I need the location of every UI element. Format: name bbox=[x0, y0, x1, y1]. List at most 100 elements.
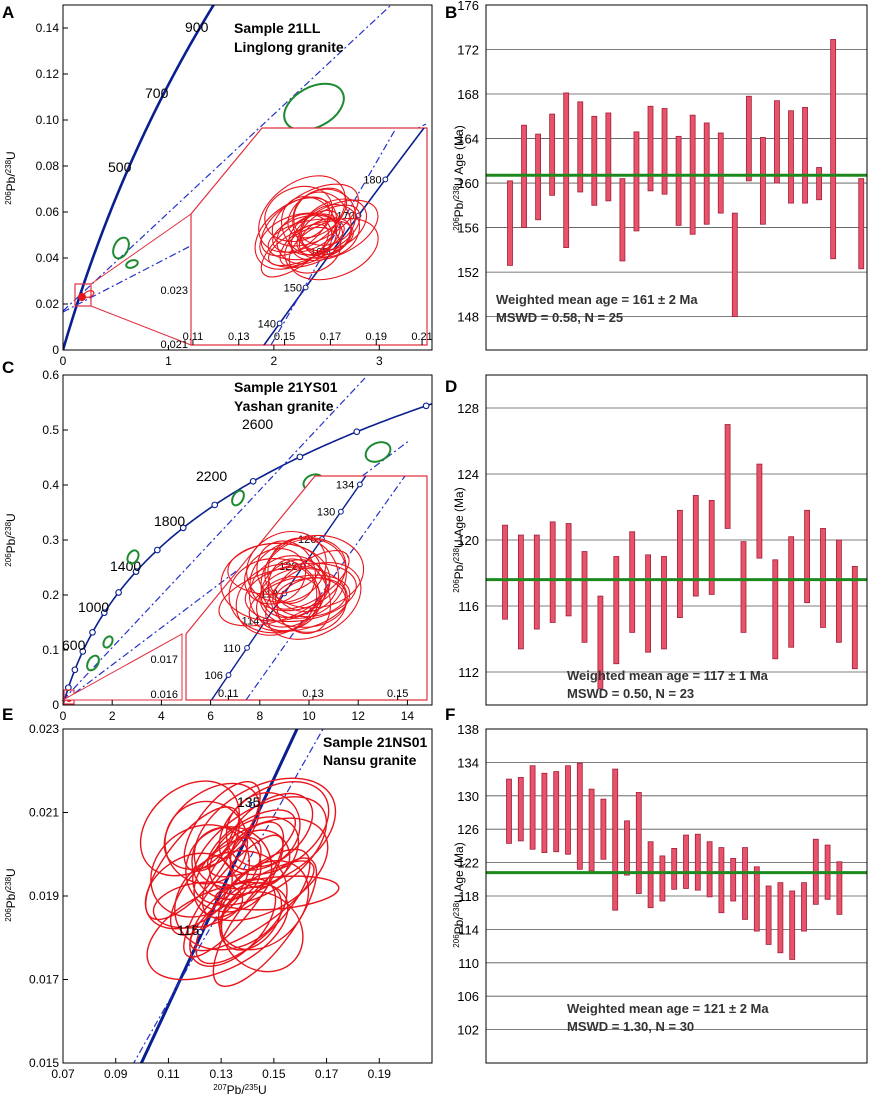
concordia-age-marker bbox=[337, 508, 344, 515]
rock-title: Yashan granite bbox=[234, 398, 334, 414]
sample-title: Sample 21YS01 bbox=[234, 379, 338, 395]
error-ellipse bbox=[227, 792, 314, 871]
inset-x-tick-label: 0.17 bbox=[320, 331, 341, 343]
mswd-text: MSWD = 0.50, N = 23 bbox=[567, 686, 694, 701]
error-ellipse bbox=[267, 558, 332, 634]
axes-frame bbox=[485, 4, 868, 351]
x-tick-label: 0.07 bbox=[51, 1067, 75, 1081]
age-bar bbox=[820, 528, 826, 628]
x-tick-label: 0.11 bbox=[157, 1067, 180, 1081]
error-ellipse bbox=[146, 881, 289, 981]
error-ellipse bbox=[189, 860, 315, 952]
concordia-age-marker bbox=[382, 176, 389, 183]
y-tick-label: 118 bbox=[458, 889, 479, 904]
age-bar bbox=[506, 778, 512, 844]
weighted-mean-text: Weighted mean age = 121 ± 2 Ma bbox=[567, 1001, 769, 1016]
concordia-age-label: 2600 bbox=[242, 416, 273, 432]
error-ellipse bbox=[248, 574, 351, 632]
rock-title: Linglong granite bbox=[234, 39, 344, 55]
error-ellipse bbox=[193, 817, 329, 922]
age-bar bbox=[588, 788, 595, 872]
age-bar bbox=[535, 133, 541, 221]
concordia-age-label: 115 bbox=[177, 922, 200, 938]
age-bar bbox=[502, 524, 508, 620]
age-bar bbox=[635, 792, 642, 894]
error-ellipse bbox=[163, 782, 261, 870]
mswd-text: MSWD = 1.30, N = 30 bbox=[567, 1019, 694, 1034]
age-bar bbox=[706, 841, 713, 898]
error-ellipse bbox=[185, 826, 273, 913]
age-bar bbox=[830, 39, 837, 260]
concordia-age-label: 2200 bbox=[196, 468, 227, 484]
age-bar bbox=[717, 132, 724, 214]
x-tick-label: 0 bbox=[60, 354, 67, 368]
inset-x-tick-label: 0.15 bbox=[274, 331, 295, 343]
error-ellipse bbox=[256, 540, 316, 604]
y-tick-label: 106 bbox=[457, 989, 479, 1004]
y-tick-label: 0.021 bbox=[29, 806, 59, 820]
axes-frame bbox=[485, 728, 868, 1064]
y-axis-label: 206Pb/238U Age (Ma) bbox=[452, 487, 467, 592]
axis-ticks: 0 2 4 6 8 10 12 14 0 0.1 0.2 0.3 0.4 0.5 0.6 bbox=[42, 368, 414, 723]
error-ellipse bbox=[152, 881, 244, 929]
age-bar bbox=[633, 131, 640, 232]
age-bar bbox=[563, 92, 570, 249]
age-bar bbox=[858, 178, 865, 270]
age-bar bbox=[730, 858, 737, 902]
age-bar bbox=[553, 771, 560, 853]
axis-ticks: 0.07 0.09 0.11 0.13 0.15 0.17 0.19 0.015 0.017 0.… bbox=[29, 722, 391, 1081]
error-ellipse bbox=[218, 780, 330, 876]
age-bar bbox=[605, 112, 612, 202]
plot-area: 102 106 110 114 118 122 126 130 134 138 Weighted m… bbox=[457, 722, 867, 1038]
axes-frame bbox=[485, 374, 868, 706]
y-axis-label: 206Pb/238U bbox=[4, 513, 19, 566]
age-bar bbox=[675, 135, 682, 226]
zoom-box bbox=[74, 283, 92, 307]
age-bar bbox=[836, 539, 842, 643]
zoom-connector bbox=[90, 213, 192, 285]
y-tick-label: 0.04 bbox=[36, 251, 60, 265]
age-bar bbox=[661, 108, 668, 195]
concordia-age-marker bbox=[71, 666, 79, 674]
age-bar bbox=[624, 820, 630, 876]
inset-y-tick-label: 0.016 bbox=[150, 689, 178, 701]
error-ellipse bbox=[290, 199, 379, 261]
concordia-age-marker bbox=[100, 609, 108, 617]
age-bar bbox=[517, 777, 524, 842]
error-ellipse bbox=[83, 290, 95, 298]
concordia-age-label: 140 bbox=[258, 318, 276, 330]
y-tick-label: 168 bbox=[457, 87, 479, 102]
discordant-ellipse bbox=[231, 489, 245, 507]
age-bar bbox=[613, 556, 620, 665]
error-ellipse bbox=[214, 875, 340, 911]
x-tick-label: 2 bbox=[109, 709, 116, 723]
x-tick-label: 0.15 bbox=[262, 1067, 286, 1081]
concordia-age-marker bbox=[153, 546, 161, 554]
age-bar bbox=[836, 861, 843, 915]
age-bar bbox=[801, 882, 807, 932]
axis-ticks: 0 1 2 3 0 0.02 0.04 0.06 0.08 0.10 0.12 0.14 bbox=[36, 21, 383, 368]
y-tick-label: 172 bbox=[457, 43, 479, 58]
x-tick-label: 0.17 bbox=[315, 1067, 339, 1081]
error-ellipse bbox=[267, 218, 354, 261]
age-bar bbox=[731, 212, 738, 318]
age-bar bbox=[581, 551, 588, 643]
age-bar bbox=[600, 798, 607, 860]
age-bar bbox=[789, 890, 796, 960]
error-ellipse bbox=[258, 175, 346, 253]
error-ellipse bbox=[259, 212, 344, 268]
age-bar bbox=[661, 556, 667, 650]
concordia-age-label: 500 bbox=[108, 159, 132, 175]
x-tick-label: 0 bbox=[60, 709, 67, 723]
age-bar bbox=[692, 495, 699, 597]
concordia-age-marker bbox=[249, 477, 257, 485]
inset-discordia bbox=[270, 129, 396, 345]
concordia-age-marker bbox=[302, 284, 309, 291]
x-tick-label: 2 bbox=[271, 354, 278, 368]
